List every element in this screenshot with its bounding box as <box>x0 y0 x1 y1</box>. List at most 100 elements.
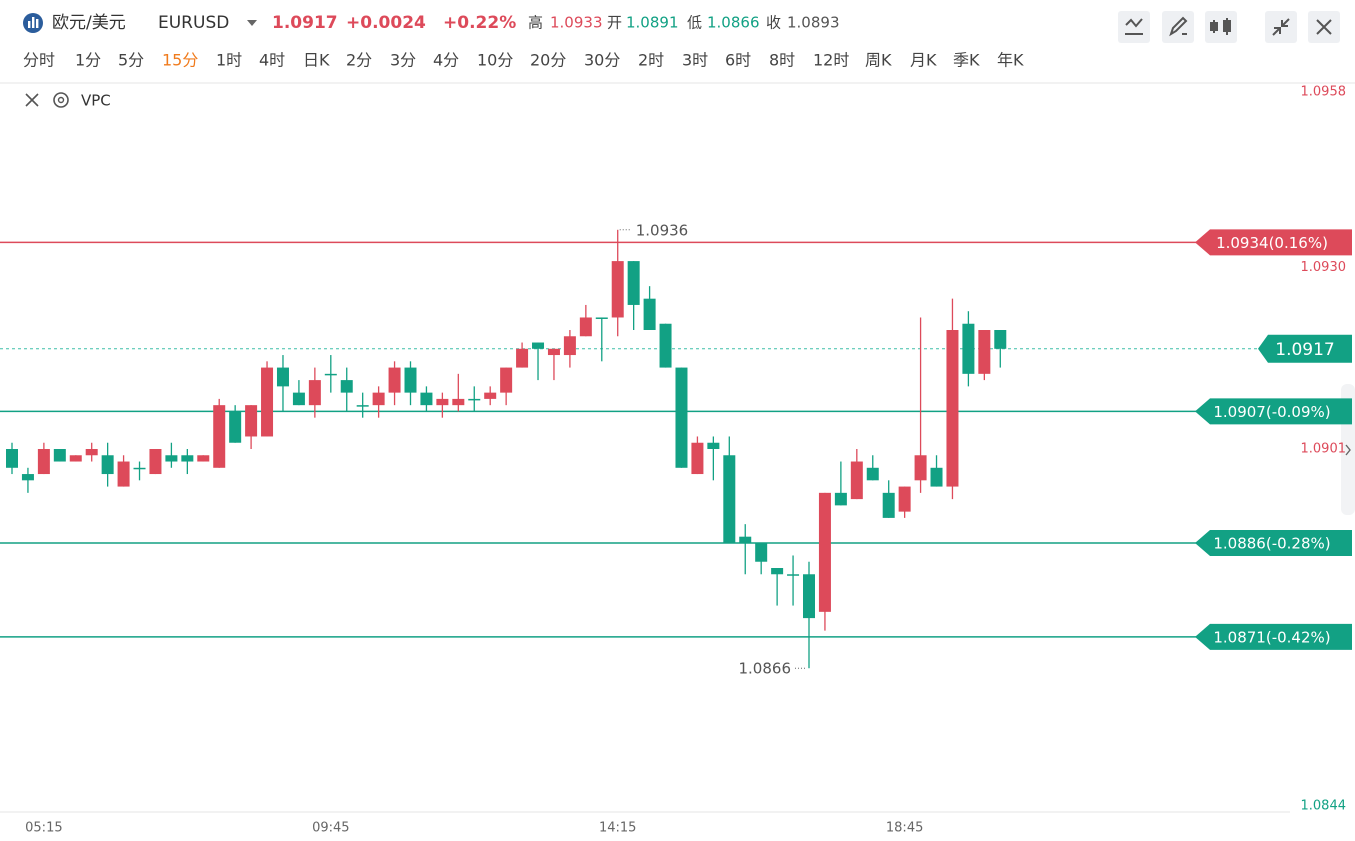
price: 1.0917 <box>272 13 338 33</box>
candle-body <box>787 574 800 576</box>
candle-body <box>946 330 959 487</box>
open-value: 1.0891 <box>626 14 679 32</box>
candle-body <box>834 492 847 506</box>
candle-body <box>117 461 130 487</box>
symbol-code: EURUSD <box>158 13 229 33</box>
period-tab[interactable]: 周K <box>865 51 892 70</box>
period-tab[interactable]: 30分 <box>584 51 620 70</box>
candle-body <box>197 455 210 462</box>
period-tab[interactable]: 2分 <box>346 51 372 70</box>
period-tab[interactable]: 2时 <box>638 51 664 70</box>
candle-body <box>563 336 576 356</box>
candle-body <box>547 348 560 356</box>
chart-type-button[interactable] <box>1205 11 1237 43</box>
candle-body <box>643 298 656 330</box>
candle-body <box>723 455 736 543</box>
candle-body <box>930 467 943 487</box>
high-value: 1.0933 <box>550 14 603 32</box>
candle-body <box>261 367 274 437</box>
period-tab[interactable]: 12时 <box>813 51 849 70</box>
candle-body <box>914 455 927 481</box>
period-tab[interactable]: 20分 <box>530 51 566 70</box>
candle-body <box>898 486 911 512</box>
price-tag-label: 1.0871(-0.42%) <box>1213 628 1330 646</box>
draw-button[interactable] <box>1162 11 1194 43</box>
close-value: 1.0893 <box>787 14 840 32</box>
price-tag <box>1195 623 1352 650</box>
candle-body <box>500 367 513 393</box>
price-tag-label: 1.0886(-0.28%) <box>1213 534 1330 552</box>
period-tab[interactable]: 1分 <box>75 51 101 70</box>
period-tab[interactable]: 5分 <box>118 51 144 70</box>
period-tab[interactable]: 8时 <box>769 51 795 70</box>
change-pct: +0.22% <box>443 13 516 33</box>
period-tab[interactable]: 6时 <box>725 51 751 70</box>
price-tag <box>1195 398 1352 425</box>
candle-body <box>101 455 114 475</box>
high-label: 高 <box>528 14 543 32</box>
candle-body <box>229 411 242 443</box>
candle-body <box>739 536 752 543</box>
price-tag <box>1195 229 1352 256</box>
period-tab[interactable]: 4分 <box>433 51 459 70</box>
period-tab[interactable]: 分时 <box>23 51 55 70</box>
high-marker: 1.0936 <box>636 221 689 239</box>
candle-body <box>245 405 258 437</box>
indicator-name: VPC <box>81 92 111 110</box>
candle-body <box>771 568 784 575</box>
candle-body <box>21 474 34 481</box>
candle-body <box>452 398 465 406</box>
candle-body <box>532 342 545 349</box>
dropdown-arrow[interactable] <box>247 20 257 26</box>
y-tick-label: 1.0958 <box>1301 85 1347 100</box>
candle-body <box>420 392 433 406</box>
low-label: 低 <box>687 14 702 32</box>
candle-body <box>149 449 162 475</box>
candle-body <box>324 373 337 376</box>
change: +0.0024 <box>346 13 426 33</box>
candle-body <box>850 461 863 500</box>
candle-body <box>978 330 991 374</box>
period-tab[interactable]: 日K <box>303 51 330 70</box>
period-tab[interactable]: 3分 <box>390 51 416 70</box>
period-tab[interactable]: 15分 <box>162 51 198 70</box>
candle-body <box>627 261 640 305</box>
candle-body <box>165 455 178 462</box>
x-tick-label: 09:45 <box>312 821 349 836</box>
indicator-button[interactable] <box>1118 11 1150 43</box>
period-tab[interactable]: 季K <box>953 51 980 70</box>
low-marker: 1.0866 <box>739 660 792 678</box>
period-tab[interactable]: 10分 <box>477 51 513 70</box>
symbol-icon <box>23 13 43 33</box>
candle-body <box>436 398 449 406</box>
candle-body <box>69 455 82 462</box>
candle-body <box>292 392 305 406</box>
candle-body <box>276 367 289 387</box>
period-tab[interactable]: 年K <box>997 51 1024 70</box>
candle-body <box>818 492 831 612</box>
side-handle-arrow <box>1345 444 1351 456</box>
candle-body <box>404 367 417 393</box>
price-tag-label: 1.0934(0.16%) <box>1216 234 1328 252</box>
tool-icons <box>1125 16 1332 37</box>
period-tab[interactable]: 4时 <box>259 51 285 70</box>
remove-indicator[interactable] <box>25 93 39 107</box>
candle-body <box>388 367 401 393</box>
candle-body <box>803 574 815 619</box>
candle-body <box>962 323 975 374</box>
candle-body <box>579 317 592 337</box>
candle-body <box>213 405 226 468</box>
candle-body <box>340 380 353 393</box>
candle-body <box>468 398 481 401</box>
candle-body <box>37 449 50 475</box>
period-tab[interactable]: 1时 <box>216 51 242 70</box>
period-tab[interactable]: 月K <box>910 51 937 70</box>
y-tick-label: 1.0930 <box>1301 260 1347 275</box>
candle-body <box>595 317 608 319</box>
settings-icon[interactable] <box>53 92 69 108</box>
candle-body <box>994 330 1007 349</box>
period-tab[interactable]: 3时 <box>682 51 708 70</box>
candle-body <box>181 455 194 462</box>
